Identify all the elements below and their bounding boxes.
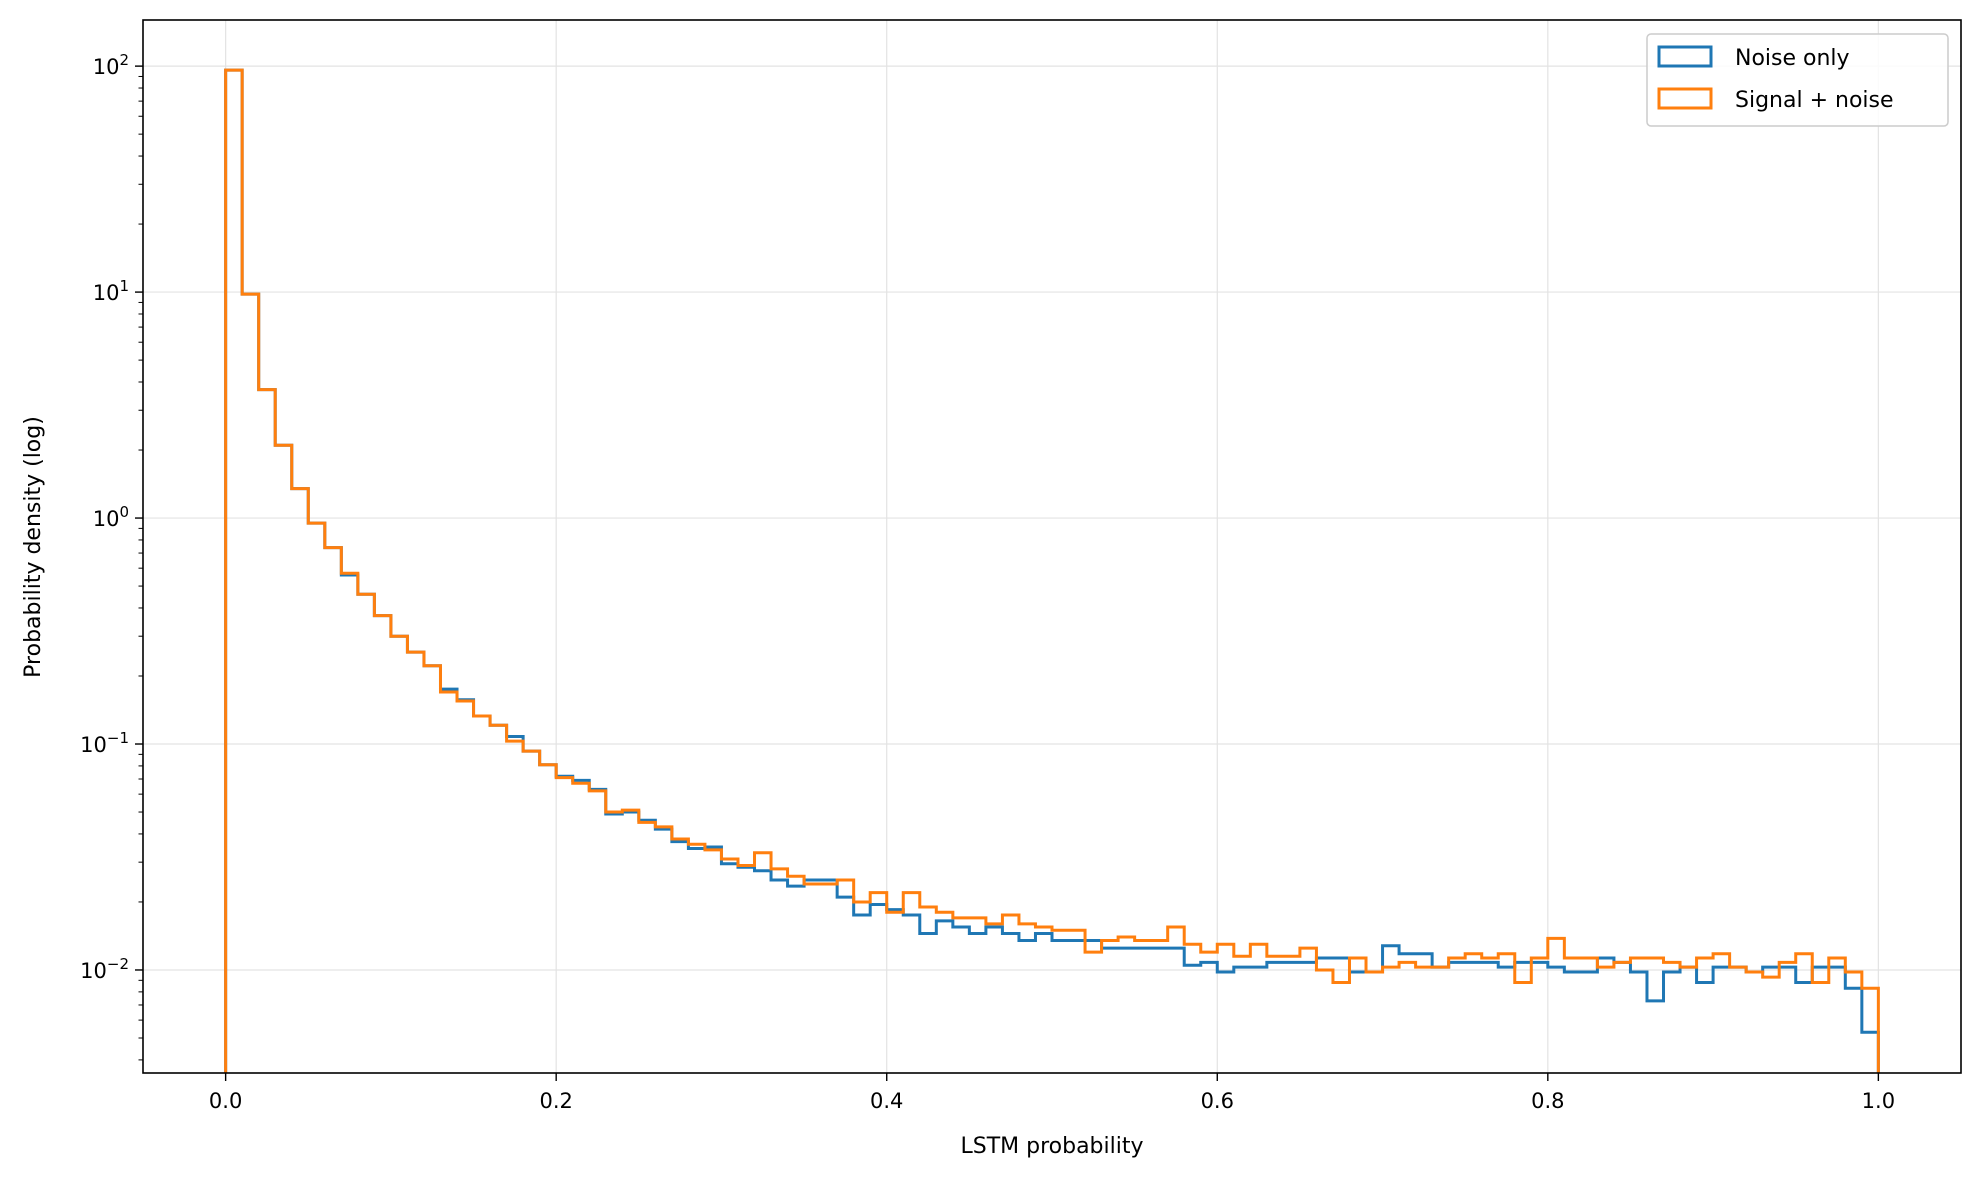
x-tick-label: 0.0 — [209, 1089, 242, 1113]
legend-label-signal-noise: Signal + noise — [1735, 88, 1894, 113]
x-axis: 0.0 0.2 0.4 0.6 0.8 1.0 — [209, 1073, 1895, 1113]
x-axis-title: LSTM probability — [960, 1134, 1143, 1159]
x-tick-label: 0.6 — [1201, 1089, 1234, 1113]
y-tick-label: 101 — [93, 277, 129, 305]
x-tick-label: 0.4 — [870, 1089, 903, 1113]
y-axis: 10−2 10−1 100 101 102 — [80, 51, 143, 1061]
x-tick-label: 0.8 — [1531, 1089, 1564, 1113]
y-tick-label: 10−2 — [80, 955, 129, 983]
grid — [143, 20, 1961, 1073]
plot-frame — [142, 19, 1962, 1074]
legend-swatch-signal-noise — [1657, 87, 1713, 110]
y-tick-label: 102 — [93, 51, 129, 79]
legend: Noise only Signal + noise — [1646, 33, 1949, 127]
series-noise-only-step-line — [224, 68, 1880, 1073]
y-tick-label: 100 — [93, 503, 129, 531]
y-tick-label: 10−1 — [80, 729, 129, 757]
series-signal-noise-step-line — [224, 68, 1880, 1073]
y-axis-title: Probability density (log) — [21, 416, 46, 678]
legend-swatch-noise-only — [1657, 45, 1713, 68]
x-tick-label: 0.2 — [539, 1089, 572, 1113]
x-tick-label: 1.0 — [1862, 1089, 1895, 1113]
legend-label-noise-only: Noise only — [1735, 46, 1850, 71]
legend-box — [1646, 33, 1949, 127]
series-layer — [224, 68, 1880, 1073]
